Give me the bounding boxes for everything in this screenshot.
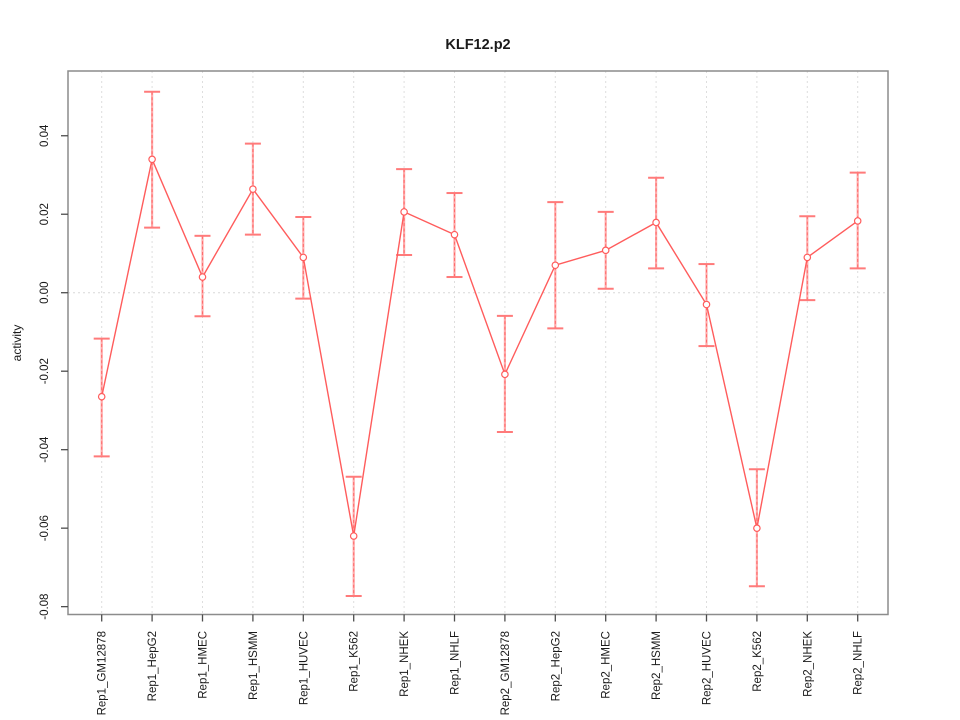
data-point-marker bbox=[349, 532, 358, 540]
data-line bbox=[101, 156, 859, 537]
x-tick-label: Rep1_HepG2 bbox=[147, 631, 159, 701]
x-tick-label: Rep1_HUVEC bbox=[298, 631, 310, 705]
x-tick-label: Rep1_NHEK bbox=[399, 631, 411, 697]
data-point-marker bbox=[601, 246, 610, 255]
x-tick-label: Rep1_K562 bbox=[349, 631, 361, 692]
y-tick-label: 0.02 bbox=[39, 203, 51, 225]
data-layer bbox=[93, 90, 866, 598]
y-tick-label: -0.06 bbox=[39, 515, 51, 541]
data-point-marker bbox=[400, 208, 408, 216]
x-tick-label: Rep2_HepG2 bbox=[550, 631, 562, 701]
data-point-marker bbox=[753, 524, 761, 532]
data-point-marker bbox=[198, 273, 207, 281]
data-point-marker bbox=[803, 253, 812, 262]
axis-layer: 0.04 0.02 0.00 -0.02 -0.04 -0.06 -0.08 Rep1_GM1… bbox=[39, 70, 889, 715]
y-tick-label: -0.04 bbox=[39, 436, 51, 463]
data-point-marker bbox=[249, 185, 257, 193]
y-tick-label: 0.00 bbox=[39, 282, 51, 304]
y-axis-title: activity bbox=[10, 325, 24, 362]
grid-layer bbox=[68, 71, 888, 615]
data-point-marker bbox=[299, 253, 308, 262]
data-point-marker bbox=[551, 261, 560, 270]
y-tick-label: -0.08 bbox=[39, 594, 51, 620]
x-tick-label: Rep1_GM12878 bbox=[97, 631, 109, 715]
x-tick-label: Rep2_HUVEC bbox=[702, 631, 714, 705]
chart-title: KLF12.p2 bbox=[445, 37, 510, 53]
data-point-marker bbox=[501, 370, 509, 379]
data-point-marker bbox=[652, 218, 660, 227]
data-point-marker bbox=[853, 217, 862, 225]
x-tick-label: Rep2_NHEK bbox=[802, 631, 814, 697]
x-tick-label: Rep2_NHLF bbox=[853, 631, 865, 695]
y-tick-label: -0.02 bbox=[39, 358, 51, 384]
x-tick-label: Rep2_HMEC bbox=[601, 631, 613, 699]
x-tick-label: Rep1_NHLF bbox=[450, 631, 462, 695]
data-point-marker bbox=[450, 230, 459, 239]
x-tick-label: Rep1_HMEC bbox=[198, 631, 210, 699]
x-tick-label: Rep1_HSMM bbox=[248, 631, 260, 700]
x-tick-label: Rep2_HSMM bbox=[651, 631, 663, 700]
plot-border bbox=[67, 70, 889, 616]
x-tick-label: Rep2_GM12878 bbox=[500, 631, 512, 715]
x-tick-label: Rep2_K562 bbox=[752, 631, 764, 692]
y-tick-label: 0.04 bbox=[39, 124, 51, 147]
data-point-marker bbox=[148, 155, 156, 164]
data-point-marker bbox=[702, 300, 711, 309]
data-point-marker bbox=[97, 392, 106, 401]
